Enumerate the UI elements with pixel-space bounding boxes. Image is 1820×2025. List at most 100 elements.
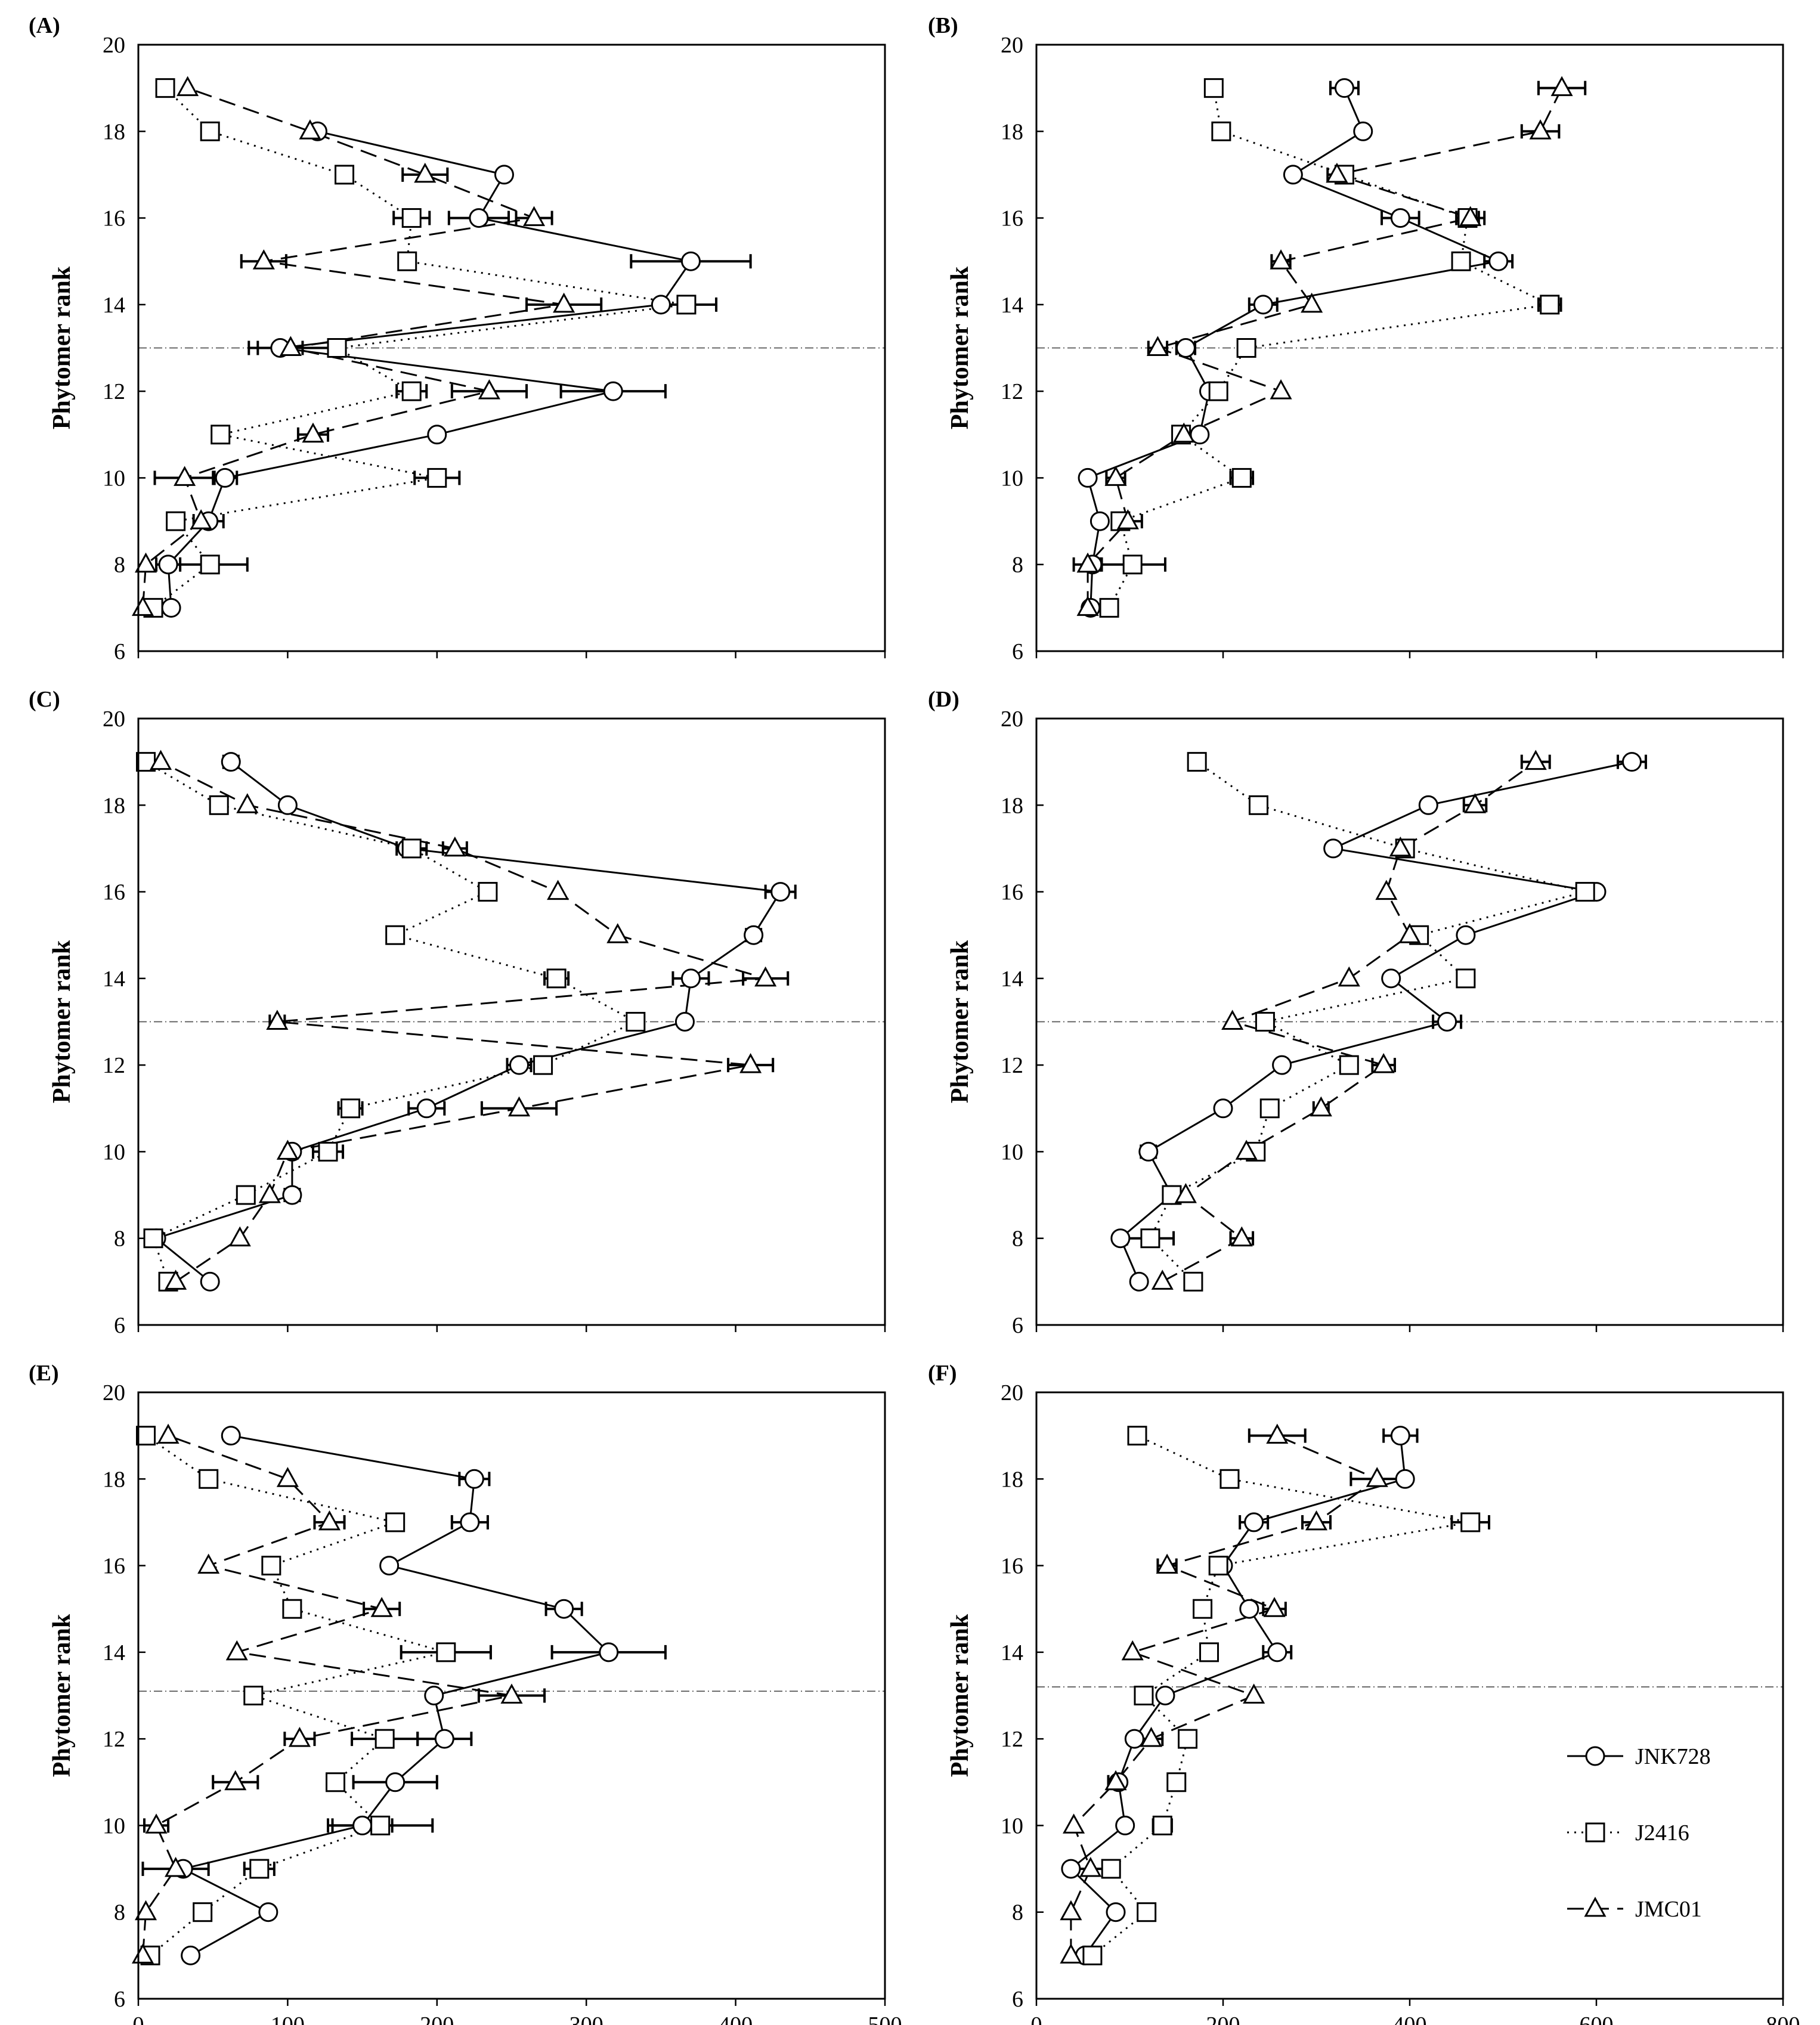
x-tick-label: 300 [569, 2012, 603, 2025]
point-J2416 [546, 968, 567, 989]
point-J2416 [1451, 251, 1471, 271]
point-JMC01 [500, 1683, 523, 1704]
point-JNK728 [1124, 1729, 1144, 1749]
point-JNK728 [1213, 1098, 1233, 1119]
point-JNK728 [379, 1556, 400, 1576]
point-J2416 [1099, 597, 1119, 618]
point-J2416 [427, 467, 447, 488]
y-tick-label: 20 [1001, 33, 1023, 58]
y-tick-label: 16 [103, 1554, 125, 1579]
point-JNK728 [427, 425, 447, 445]
point-JMC01 [1263, 1597, 1286, 1617]
point-JNK728 [1138, 1141, 1159, 1162]
point-JMC01 [1079, 1856, 1102, 1877]
plot-frame [137, 1391, 886, 2000]
x-tick-label: 800 [1766, 2012, 1800, 2025]
point-J2416 [200, 121, 220, 141]
point-J2416 [282, 1599, 302, 1619]
point-JMC01 [1301, 292, 1323, 313]
point-JMC01 [444, 836, 466, 857]
point-JNK728 [464, 1469, 484, 1489]
x-tick-label: 400 [719, 2012, 753, 2025]
point-JMC01 [1174, 1182, 1197, 1203]
y-tick-label: 18 [103, 1467, 125, 1492]
point-J2416 [370, 1815, 391, 1835]
point-J2416 [533, 1055, 553, 1075]
point-JMC01 [1221, 1010, 1244, 1030]
point-JNK728 [460, 1512, 480, 1532]
point-J2416 [200, 555, 220, 575]
point-J2416 [1127, 1426, 1147, 1446]
y-tick-label: 8 [114, 553, 125, 578]
y-tick-label: 12 [1001, 1053, 1023, 1078]
point-JMC01 [553, 292, 575, 313]
point-JNK728 [1110, 1228, 1131, 1249]
point-JNK728 [385, 1772, 406, 1792]
point-JNK728 [1323, 838, 1344, 859]
legend-marker-JMC01 [1584, 1896, 1607, 1917]
point-JMC01 [157, 1423, 179, 1444]
point-J2416 [385, 1512, 406, 1532]
point-JMC01 [1060, 1943, 1082, 1964]
point-JMC01 [606, 923, 629, 943]
panel-D: (D) 6 8 10 12 14 16 18 20 Phytomer rank [928, 687, 1784, 1338]
point-JNK728 [221, 1426, 241, 1446]
point-J2416 [1211, 121, 1231, 141]
point-JMC01 [1524, 750, 1547, 770]
plot-frame [1035, 717, 1784, 1326]
point-J2416 [1208, 381, 1228, 401]
point-J2416 [1540, 295, 1560, 315]
y-axis-label: Phytomer rank [946, 940, 974, 1103]
point-J2416 [1152, 1815, 1172, 1835]
point-J2416 [236, 1185, 256, 1205]
point-J2416 [1199, 1642, 1219, 1662]
point-JMC01 [1243, 1683, 1265, 1704]
plot-frame [1035, 1391, 1784, 2000]
point-JMC01 [1326, 162, 1348, 183]
point-JMC01 [134, 552, 157, 573]
point-J2416 [249, 1859, 270, 1879]
point-JMC01 [1366, 1467, 1388, 1487]
point-J2416 [211, 425, 231, 445]
point-JNK728 [1089, 511, 1110, 531]
panel-C: (C) 6 8 10 12 14 16 18 20 Phytomer rank [29, 687, 886, 1338]
point-JNK728 [434, 1729, 454, 1749]
panel-label-E: (E) [29, 1361, 59, 1386]
point-JNK728 [1175, 338, 1196, 358]
point-JMC01 [1270, 379, 1292, 400]
point-JMC01 [276, 1140, 299, 1160]
y-tick-label: 10 [103, 1140, 125, 1165]
point-JNK728 [215, 467, 235, 488]
point-J2416 [1122, 555, 1143, 575]
point-JMC01 [197, 1553, 220, 1574]
point-J2416 [1255, 1012, 1275, 1032]
point-J2416 [326, 1772, 346, 1792]
point-JMC01 [252, 249, 275, 270]
y-tick-label: 18 [103, 793, 125, 818]
point-J2416 [676, 295, 697, 315]
y-tick-label: 8 [1012, 553, 1023, 578]
point-J2416 [401, 838, 422, 859]
point-JMC01 [1305, 1510, 1328, 1531]
point-JMC01 [478, 379, 500, 400]
point-JMC01 [1550, 76, 1573, 97]
y-tick-label: 18 [103, 119, 125, 144]
point-JNK728 [1129, 1271, 1149, 1292]
y-tick-label: 6 [1012, 1987, 1023, 2012]
point-JNK728 [1115, 1815, 1135, 1835]
y-tick-label: 18 [1001, 1467, 1023, 1492]
point-JNK728 [1621, 752, 1642, 772]
y-tick-label: 16 [1001, 880, 1023, 905]
point-JNK728 [1334, 78, 1354, 98]
point-J2416 [1203, 78, 1224, 98]
point-JNK728 [1456, 925, 1476, 945]
y-tick-label: 12 [103, 1053, 125, 1078]
point-J2416 [401, 208, 422, 228]
y-axis-label: Phytomer rank [48, 1614, 76, 1777]
point-JNK728 [1272, 1055, 1292, 1075]
y-tick-label: 10 [1001, 466, 1023, 491]
x-tick-label: 500 [868, 2012, 902, 2025]
